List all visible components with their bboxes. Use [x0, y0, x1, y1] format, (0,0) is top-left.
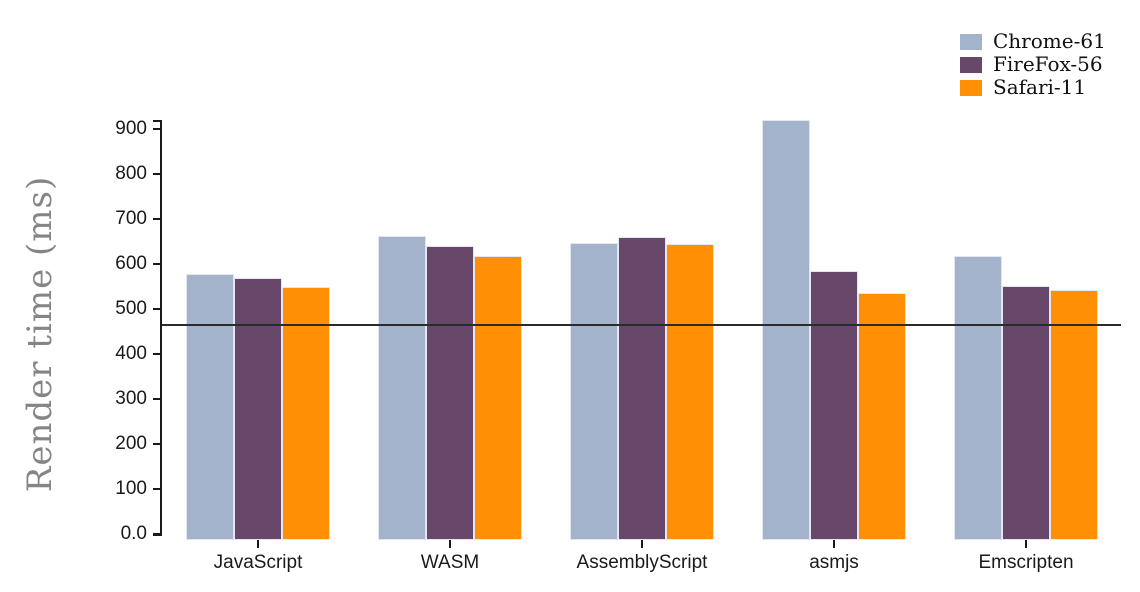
x-tick-label: asmjs: [809, 552, 859, 573]
y-tick: [153, 218, 160, 220]
legend-label: FireFox-56: [993, 52, 1103, 76]
y-tick: [153, 173, 160, 175]
y-axis-title: Render time (ms): [20, 175, 60, 493]
reference-line: [162, 323, 1121, 326]
y-tick: [153, 533, 160, 535]
x-tick-label: Emscripten: [978, 552, 1074, 573]
bar-chrome-61-emscripten: [954, 256, 1002, 540]
legend-swatch-icon: [960, 56, 982, 73]
x-tick: [449, 540, 451, 548]
y-tick: [153, 308, 160, 310]
bar-safari-11-wasm: [474, 256, 522, 540]
legend: Chrome-61 FireFox-56 Safari-11: [960, 30, 1106, 99]
legend-row: Safari-11: [960, 76, 1106, 99]
x-tick-label: AssemblyScript: [576, 552, 708, 573]
bar-firefox-56-assemblyscript: [618, 237, 666, 540]
bar-firefox-56-wasm: [426, 245, 474, 540]
y-axis-bottom-cap: [153, 534, 162, 536]
bar-chrome-61-javascript: [186, 273, 234, 540]
bar-firefox-56-javascript: [234, 277, 282, 540]
legend-swatch-icon: [960, 33, 982, 50]
y-tick-label: 0.0: [120, 523, 147, 544]
legend-label: Safari-11: [993, 75, 1087, 99]
x-tick: [1025, 540, 1027, 548]
y-axis-top-cap: [153, 120, 162, 122]
bar-safari-11-javascript: [282, 286, 330, 540]
x-tick-label: WASM: [420, 552, 480, 573]
bar-chrome-61-asmjs: [762, 120, 810, 540]
y-tick-label: 500: [115, 298, 147, 319]
y-tick: [153, 488, 160, 490]
y-tick-label: 600: [115, 253, 147, 274]
bar-safari-11-emscripten: [1050, 289, 1098, 540]
y-tick-label: 300: [115, 388, 147, 409]
y-tick: [153, 263, 160, 265]
bar-chrome-61-wasm: [378, 235, 426, 540]
bar-chrome-61-assemblyscript: [570, 243, 618, 540]
y-tick-label: 800: [115, 163, 147, 184]
bar-safari-11-asmjs: [858, 293, 906, 540]
legend-row: FireFox-56: [960, 53, 1106, 76]
y-tick: [153, 353, 160, 355]
y-tick-label: 900: [115, 118, 147, 139]
x-tick: [641, 540, 643, 548]
legend-label: Chrome-61: [993, 29, 1106, 53]
y-tick: [153, 128, 160, 130]
x-tick: [833, 540, 835, 548]
x-tick: [257, 540, 259, 548]
y-tick-label: 200: [115, 433, 147, 454]
legend-row: Chrome-61: [960, 30, 1106, 53]
y-tick-label: 100: [115, 478, 147, 499]
bar-safari-11-assemblyscript: [666, 244, 714, 540]
legend-swatch-icon: [960, 79, 982, 96]
y-tick: [153, 443, 160, 445]
bar-firefox-56-asmjs: [810, 271, 858, 540]
y-tick-label: 700: [115, 208, 147, 229]
y-tick: [153, 398, 160, 400]
bar-firefox-56-emscripten: [1002, 286, 1050, 540]
x-tick-label: JavaScript: [213, 552, 303, 573]
y-axis-line: [160, 120, 162, 536]
y-tick-label: 400: [115, 343, 147, 364]
